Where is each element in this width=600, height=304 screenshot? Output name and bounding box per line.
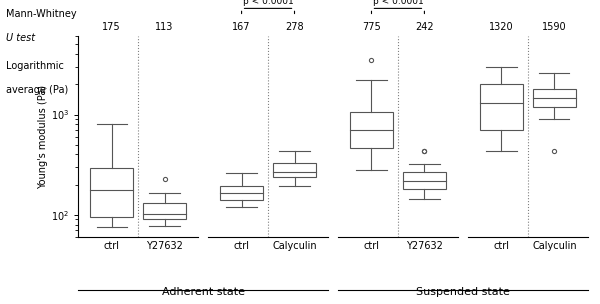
Bar <box>403 172 446 189</box>
Bar <box>220 186 263 200</box>
Bar <box>90 168 133 217</box>
Y-axis label: Young's modulus (Pa): Young's modulus (Pa) <box>38 85 48 189</box>
Text: p < 0.0001: p < 0.0001 <box>242 0 293 6</box>
Bar <box>273 163 316 177</box>
Text: Mann-Whitney: Mann-Whitney <box>6 9 77 19</box>
Bar <box>143 203 186 219</box>
Text: 242: 242 <box>415 22 434 33</box>
Text: p < 0.0001: p < 0.0001 <box>373 0 424 6</box>
Text: 278: 278 <box>285 22 304 33</box>
Text: 1320: 1320 <box>489 22 514 33</box>
Text: Logarithmic: Logarithmic <box>6 61 64 71</box>
Text: 167: 167 <box>232 22 251 33</box>
Bar <box>350 112 393 148</box>
Text: average (Pa): average (Pa) <box>6 85 68 95</box>
Text: 175: 175 <box>103 22 121 33</box>
Bar <box>533 89 576 107</box>
Text: U test: U test <box>6 33 35 43</box>
Text: Suspended state: Suspended state <box>416 287 510 297</box>
Bar <box>480 84 523 130</box>
Text: Adherent state: Adherent state <box>161 287 245 297</box>
Text: 1590: 1590 <box>542 22 566 33</box>
Text: 113: 113 <box>155 22 174 33</box>
Text: 775: 775 <box>362 22 381 33</box>
